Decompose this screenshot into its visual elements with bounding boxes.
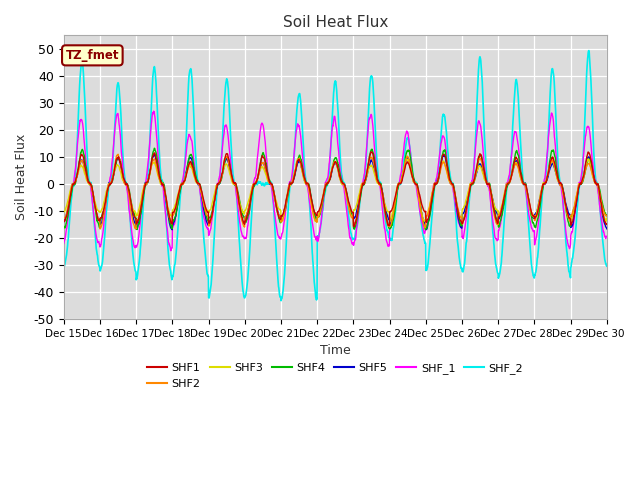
Legend: SHF1, SHF2, SHF3, SHF4, SHF5, SHF_1, SHF_2: SHF1, SHF2, SHF3, SHF4, SHF5, SHF_1, SHF… <box>143 359 528 393</box>
SHF5 <box>150 151 158 157</box>
SHF3 <box>351 206 359 212</box>
X-axis label: Time: Time <box>320 344 351 357</box>
SHF4 <box>422 227 429 233</box>
Line: SHF_1: SHF_1 <box>64 111 607 251</box>
SHF1 <box>351 224 358 229</box>
SHF2 <box>556 179 563 185</box>
SHF_1 <box>167 248 175 253</box>
SHF5 <box>351 214 359 220</box>
SHF2 <box>570 204 578 210</box>
SHF4 <box>60 225 68 230</box>
SHF_1 <box>493 238 501 243</box>
SHF4 <box>363 171 371 177</box>
SHF2 <box>351 220 359 226</box>
SHF5 <box>364 173 371 179</box>
SHF3 <box>60 209 68 215</box>
SHF_1 <box>570 216 578 222</box>
Line: SHF4: SHF4 <box>64 148 607 230</box>
SHF4 <box>603 212 611 217</box>
Line: SHF_2: SHF_2 <box>64 50 607 300</box>
SHF3 <box>603 215 611 221</box>
SHF3 <box>211 188 219 194</box>
SHF2 <box>364 168 371 174</box>
SHF_2 <box>555 171 563 177</box>
SHF1 <box>570 212 578 217</box>
SHF_2 <box>60 265 68 271</box>
SHF3 <box>570 206 578 212</box>
SHF5 <box>168 227 176 233</box>
SHF4 <box>493 216 501 222</box>
SHF3 <box>364 172 371 178</box>
SHF1 <box>60 218 68 224</box>
SHF1 <box>211 194 219 200</box>
SHF_2 <box>585 48 593 53</box>
Text: TZ_fmet: TZ_fmet <box>65 49 119 62</box>
SHF4 <box>351 225 359 231</box>
SHF1 <box>493 220 501 226</box>
SHF_1 <box>60 240 68 246</box>
SHF2 <box>212 190 220 195</box>
SHF3 <box>556 180 563 186</box>
SHF1 <box>367 149 375 155</box>
SHF_1 <box>603 233 611 239</box>
SHF5 <box>570 212 578 217</box>
Y-axis label: Soil Heat Flux: Soil Heat Flux <box>15 134 28 220</box>
SHF5 <box>603 226 611 232</box>
SHF4 <box>570 205 578 211</box>
SHF5 <box>212 190 220 196</box>
SHF5 <box>60 219 68 225</box>
SHF1 <box>351 221 359 227</box>
SHF_1 <box>150 108 157 114</box>
SHF2 <box>493 221 501 227</box>
SHF_2 <box>363 145 371 151</box>
SHF2 <box>60 216 68 221</box>
SHF_1 <box>351 237 359 243</box>
SHF_2 <box>351 233 359 239</box>
SHF4 <box>150 145 158 151</box>
SHF_2 <box>570 244 578 250</box>
SHF2 <box>115 151 122 157</box>
SHF4 <box>212 192 220 198</box>
SHF4 <box>556 179 563 184</box>
SHF_2 <box>277 298 285 303</box>
SHF_1 <box>212 188 220 193</box>
SHF_2 <box>603 263 611 269</box>
SHF1 <box>603 221 611 227</box>
SHF_2 <box>211 217 219 223</box>
SHF2 <box>96 226 104 232</box>
SHF1 <box>363 169 371 175</box>
Line: SHF5: SHF5 <box>64 154 607 230</box>
SHF2 <box>603 213 611 219</box>
SHF_1 <box>556 178 563 183</box>
SHF3 <box>493 208 501 214</box>
SHF5 <box>556 181 563 187</box>
SHF_1 <box>364 139 371 145</box>
SHF5 <box>493 211 501 217</box>
SHF_2 <box>493 268 501 274</box>
Line: SHF1: SHF1 <box>64 152 607 227</box>
SHF1 <box>556 180 563 185</box>
Title: Soil Heat Flux: Soil Heat Flux <box>283 15 388 30</box>
SHF3 <box>295 156 303 161</box>
Line: SHF3: SHF3 <box>64 158 607 222</box>
Line: SHF2: SHF2 <box>64 154 607 229</box>
SHF3 <box>278 219 285 225</box>
